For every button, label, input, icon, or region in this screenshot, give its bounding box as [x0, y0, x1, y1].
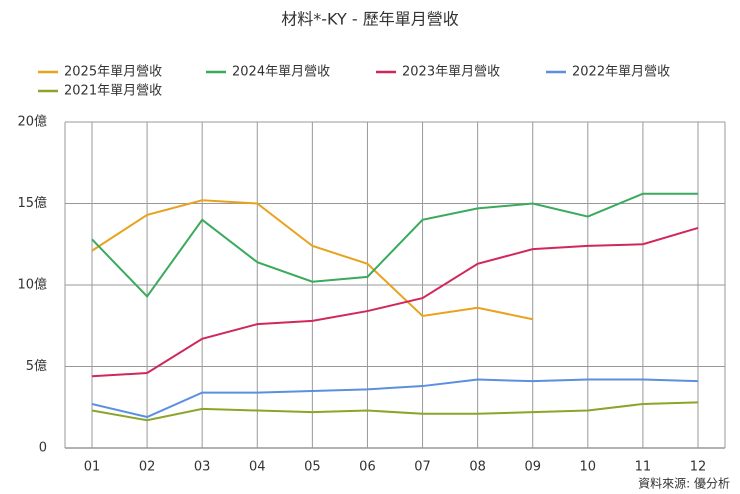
y-tick-label: 5億 [26, 358, 47, 374]
x-tick-label: 11 [635, 460, 652, 475]
series-line [91, 378, 699, 419]
y-tick-label: 20億 [17, 114, 47, 130]
x-tick-label: 03 [194, 460, 211, 475]
y-tick-label: 10億 [17, 277, 47, 293]
legend-label: 2023年單月營收 [402, 65, 500, 80]
x-tick-label: 08 [469, 460, 486, 475]
x-tick-label: 01 [84, 460, 101, 475]
series-line [91, 199, 533, 321]
x-tick-label: 10 [580, 460, 597, 475]
legend-label: 2021年單月營收 [64, 84, 162, 99]
x-tick-label: 06 [359, 460, 376, 475]
legend-label: 2025年單月營收 [64, 65, 162, 80]
chart-title: 材料*-KY - 歷年單月營收 [281, 10, 458, 29]
x-tick-label: 09 [524, 460, 541, 475]
series-line [91, 226, 699, 378]
x-tick-label: 05 [304, 460, 321, 475]
x-tick-label: 07 [414, 460, 431, 475]
source-note: 資料來源: 優分析 [638, 477, 730, 491]
x-tick-label: 12 [690, 460, 707, 475]
series-line [91, 192, 698, 298]
x-tick-label: 04 [249, 460, 266, 475]
legend-label: 2024年單月營收 [232, 65, 330, 80]
y-tick-label: 15億 [17, 195, 47, 211]
y-tick-label: 0 [39, 441, 47, 456]
legend-label: 2022年單月營收 [572, 65, 670, 80]
x-tick-label: 02 [139, 460, 156, 475]
series-line [91, 401, 699, 422]
